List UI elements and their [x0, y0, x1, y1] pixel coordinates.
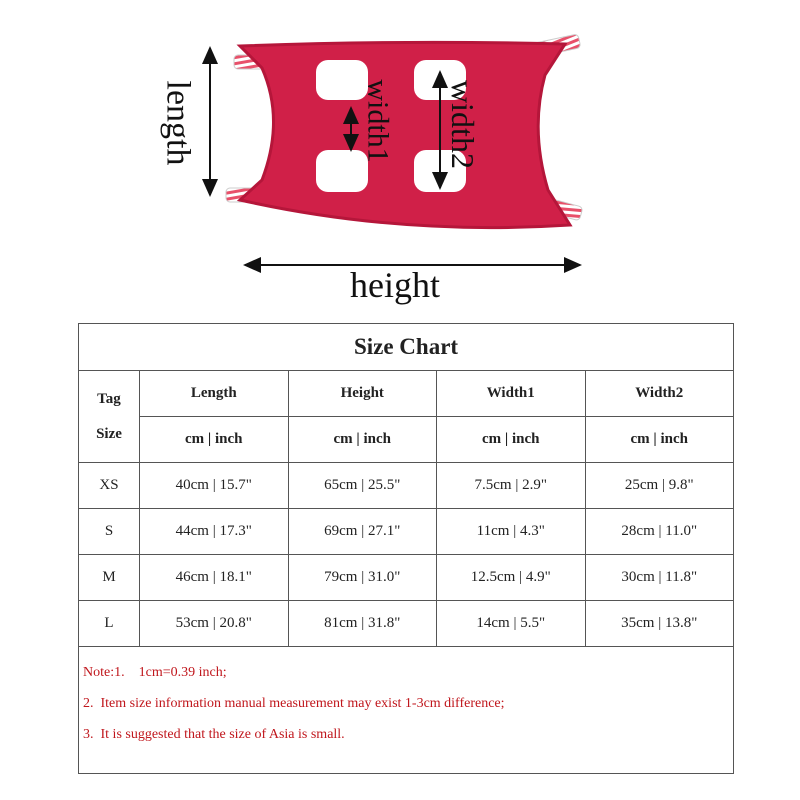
table-row: S 44cm | 17.3" 69cm | 27.1" 11cm | 4.3" … [78, 508, 734, 555]
length-label: length [159, 80, 197, 166]
table-row: M 46cm | 18.1" 79cm | 31.0" 12.5cm | 4.9… [78, 554, 734, 601]
column-header: Height [287, 370, 437, 417]
value-cell: 69cm | 27.1" [287, 508, 437, 555]
unit-header: cm | inch [584, 416, 734, 463]
width2-label: width2 [444, 80, 481, 169]
size-cell: S [78, 508, 140, 555]
unit-header: cm | inch [287, 416, 437, 463]
tag-size-header: Tag Size [78, 370, 140, 463]
size-cell: M [78, 554, 140, 601]
value-cell: 81cm | 31.8" [287, 600, 437, 647]
size-chart-table: Size Chart Tag Size Length Height Width1… [78, 323, 734, 774]
value-cell: 35cm | 13.8" [584, 600, 734, 647]
harness-illustration [202, 34, 583, 273]
leg-hole [316, 150, 368, 192]
value-cell: 25cm | 9.8" [584, 462, 734, 509]
column-header: Width1 [436, 370, 586, 417]
width1-label: width1 [361, 79, 395, 163]
leg-hole [316, 60, 368, 100]
size-cell: XS [78, 462, 140, 509]
value-cell: 79cm | 31.0" [287, 554, 437, 601]
tag-label: Tag [97, 390, 121, 407]
note-1: Note:1. 1cm=0.39 inch; [83, 665, 227, 680]
size-cell: L [78, 600, 140, 647]
column-header: Width2 [584, 370, 734, 417]
value-cell: 14cm | 5.5" [436, 600, 586, 647]
table-row: L 53cm | 20.8" 81cm | 31.8" 14cm | 5.5" … [78, 600, 734, 647]
value-cell: 65cm | 25.5" [287, 462, 437, 509]
value-cell: 7.5cm | 2.9" [436, 462, 586, 509]
note-3: 3. It is suggested that the size of Asia… [83, 727, 345, 742]
value-cell: 44cm | 17.3" [139, 508, 289, 555]
value-cell: 12.5cm | 4.9" [436, 554, 586, 601]
column-header: Length [139, 370, 289, 417]
value-cell: 53cm | 20.8" [139, 600, 289, 647]
value-cell: 40cm | 15.7" [139, 462, 289, 509]
value-cell: 28cm | 11.0" [584, 508, 734, 555]
value-cell: 30cm | 11.8" [584, 554, 734, 601]
table-title: Size Chart [78, 323, 734, 371]
table-row: XS 40cm | 15.7" 65cm | 25.5" 7.5cm | 2.9… [78, 462, 734, 509]
note-2: 2. Item size information manual measurem… [83, 696, 505, 711]
harness-body [236, 40, 573, 230]
unit-header: cm | inch [436, 416, 586, 463]
unit-header: cm | inch [139, 416, 289, 463]
height-label: height [350, 265, 440, 305]
value-cell: 11cm | 4.3" [436, 508, 586, 555]
size-label: Size [96, 425, 122, 442]
value-cell: 46cm | 18.1" [139, 554, 289, 601]
notes-cell: Note:1. 1cm=0.39 inch; 2. Item size info… [78, 646, 734, 774]
